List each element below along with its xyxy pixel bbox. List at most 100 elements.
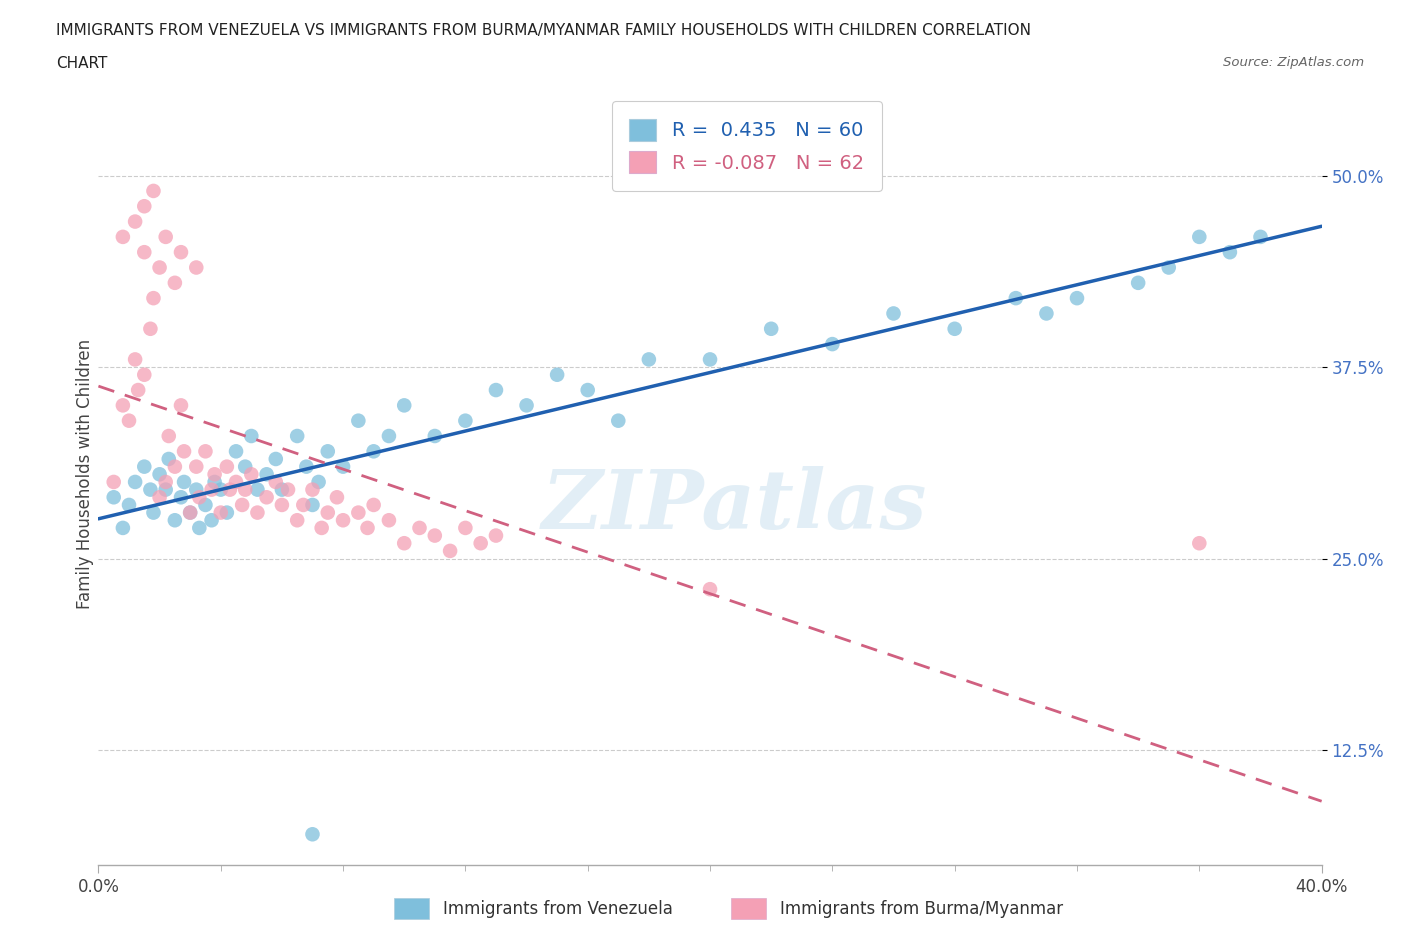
Point <box>821 337 844 352</box>
Point <box>301 827 323 842</box>
Point <box>157 452 180 467</box>
Point <box>485 528 508 543</box>
Point <box>378 429 401 444</box>
Point <box>155 230 177 245</box>
Point <box>470 536 492 551</box>
Point <box>292 498 315 512</box>
Point <box>225 444 247 458</box>
Point <box>637 352 661 366</box>
Point <box>149 467 172 482</box>
Point <box>256 467 278 482</box>
Point <box>155 474 177 489</box>
Point <box>943 322 966 337</box>
Point <box>332 459 354 474</box>
Point <box>163 459 186 474</box>
Point <box>347 413 370 428</box>
Point <box>246 482 269 497</box>
Point <box>139 482 162 497</box>
Point <box>1188 230 1211 245</box>
Point <box>1035 306 1057 321</box>
Point <box>134 245 156 259</box>
Point <box>240 429 263 444</box>
Point <box>1128 275 1150 290</box>
Point <box>209 482 232 497</box>
Point <box>179 505 201 520</box>
Point <box>155 482 177 497</box>
Point <box>316 444 339 458</box>
Point <box>454 413 477 428</box>
Point <box>111 398 134 413</box>
Point <box>1004 291 1026 306</box>
Point <box>332 512 354 527</box>
Legend: R =  0.435   N = 60, R = -0.087   N = 62: R = 0.435 N = 60, R = -0.087 N = 62 <box>612 101 882 191</box>
Point <box>194 498 217 512</box>
Point <box>1249 230 1271 245</box>
Point <box>186 482 208 497</box>
Text: Immigrants from Burma/Myanmar: Immigrants from Burma/Myanmar <box>780 899 1063 918</box>
Point <box>408 521 430 536</box>
Point <box>173 444 195 458</box>
Point <box>194 444 217 458</box>
Point <box>1157 260 1180 275</box>
Point <box>186 459 208 474</box>
Point <box>225 474 247 489</box>
Point <box>308 474 330 489</box>
Point <box>576 382 599 397</box>
Point <box>233 482 256 497</box>
Text: CHART: CHART <box>56 56 108 71</box>
Point <box>439 543 461 558</box>
Point <box>163 512 186 527</box>
Point <box>277 482 299 497</box>
Y-axis label: Family Households with Children: Family Households with Children <box>76 339 94 609</box>
Point <box>256 490 278 505</box>
Point <box>142 183 165 198</box>
Point <box>142 291 165 306</box>
Point <box>134 459 156 474</box>
Point <box>270 482 292 497</box>
Point <box>188 490 211 505</box>
Point <box>186 260 208 275</box>
Point <box>200 482 222 497</box>
Point <box>316 505 339 520</box>
Point <box>134 199 156 214</box>
Point <box>111 230 134 245</box>
Point <box>233 459 256 474</box>
Point <box>301 498 323 512</box>
Text: Immigrants from Venezuela: Immigrants from Venezuela <box>443 899 672 918</box>
Point <box>378 512 401 527</box>
Point <box>356 521 378 536</box>
Point <box>124 474 146 489</box>
Point <box>103 490 125 505</box>
Point <box>883 306 905 321</box>
Point <box>295 459 318 474</box>
Point <box>139 322 162 337</box>
Text: ZIPatlas: ZIPatlas <box>541 466 927 546</box>
Point <box>124 214 146 229</box>
Point <box>607 413 630 428</box>
Point <box>454 521 477 536</box>
Point <box>326 490 349 505</box>
Point <box>285 512 308 527</box>
Point <box>392 536 416 551</box>
Point <box>1188 536 1211 551</box>
Point <box>1219 245 1241 259</box>
Point <box>209 505 232 520</box>
Point <box>301 482 323 497</box>
Point <box>347 505 370 520</box>
Point <box>246 505 269 520</box>
Point <box>285 429 308 444</box>
Point <box>215 459 238 474</box>
Point <box>204 474 226 489</box>
Point <box>103 474 125 489</box>
Point <box>485 382 508 397</box>
Point <box>363 444 385 458</box>
Point <box>142 505 165 520</box>
Point <box>188 521 211 536</box>
Point <box>219 482 242 497</box>
Point <box>231 498 253 512</box>
Point <box>270 498 292 512</box>
Point <box>118 498 141 512</box>
Point <box>423 528 446 543</box>
Point <box>1066 291 1088 306</box>
Point <box>204 467 226 482</box>
